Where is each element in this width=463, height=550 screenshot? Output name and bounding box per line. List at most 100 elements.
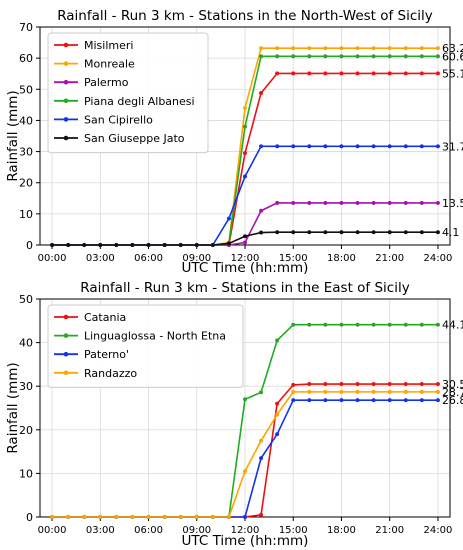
legend-swatch-marker: [63, 98, 69, 104]
x-tick-label: 09:00: [182, 525, 211, 536]
data-point: [323, 144, 328, 149]
data-point: [275, 71, 280, 76]
legend-entry: Randazzo: [84, 367, 137, 380]
end-value-label: 4.1: [442, 226, 460, 239]
end-value-label: 28.7: [442, 386, 463, 399]
data-point: [371, 322, 376, 327]
data-point: [98, 242, 103, 248]
data-point: [371, 398, 376, 403]
y-tick-label: 40: [19, 337, 33, 350]
data-point: [82, 242, 87, 248]
data-point: [259, 230, 264, 235]
data-point: [307, 144, 312, 149]
data-point: [323, 54, 328, 59]
data-point: [323, 389, 328, 394]
end-value-label: 60.6: [442, 50, 463, 63]
data-point: [162, 242, 167, 248]
y-tick-label: 40: [19, 114, 33, 127]
data-point: [419, 322, 424, 327]
y-tick-label: 50: [19, 83, 33, 96]
legend-entry: Palermo: [84, 76, 129, 89]
data-point: [66, 242, 71, 248]
x-tick-label: 06:00: [134, 525, 163, 536]
data-point: [259, 512, 264, 517]
x-tick-label: 15:00: [279, 525, 308, 536]
data-point: [339, 200, 344, 206]
x-tick-label: 15:00: [279, 253, 308, 264]
series-randazzo: 28.7: [50, 386, 463, 520]
data-point: [146, 514, 151, 520]
y-tick-label: 50: [19, 293, 33, 306]
x-tick-label: 24:00: [424, 253, 453, 264]
data-point: [371, 381, 376, 387]
y-tick-label: 0: [26, 511, 33, 524]
legend-entry: Misilmeri: [84, 39, 133, 52]
data-point: [371, 46, 376, 51]
data-point: [275, 230, 280, 235]
data-point: [259, 46, 264, 51]
data-point: [259, 456, 264, 461]
data-point: [242, 151, 248, 156]
chart-title: Rainfall - Run 3 km - Stations in the No…: [57, 8, 433, 24]
legend-entry: San Giuseppe Jato: [84, 132, 185, 145]
data-point: [242, 174, 248, 179]
data-point: [307, 381, 312, 387]
data-point: [371, 144, 376, 149]
data-point: [387, 71, 392, 76]
x-tick-label: 03:00: [86, 525, 115, 536]
legend-swatch-marker: [63, 79, 69, 85]
end-value-label: 26.8: [442, 394, 463, 407]
data-point: [403, 389, 408, 394]
data-point: [419, 46, 424, 51]
data-point: [242, 105, 248, 111]
legend-swatch-marker: [63, 61, 69, 66]
data-point: [403, 381, 408, 387]
data-point: [355, 381, 360, 387]
y-tick-label: 60: [19, 52, 33, 65]
x-tick-label: 12:00: [231, 253, 260, 264]
data-point: [242, 397, 248, 402]
data-point: [419, 389, 424, 394]
data-point: [226, 514, 231, 520]
data-point: [259, 90, 264, 96]
data-point: [98, 514, 103, 520]
data-point: [178, 514, 183, 520]
data-point: [419, 200, 424, 206]
data-point: [435, 71, 440, 76]
data-point: [66, 514, 71, 520]
data-point: [339, 389, 344, 394]
series-palermo: 13.5: [50, 197, 463, 248]
data-point: [371, 230, 376, 235]
end-value-label: 13.5: [442, 197, 463, 210]
y-tick-label: 70: [19, 21, 33, 34]
data-point: [339, 322, 344, 327]
chart-panel-1: 0 10 20 30 40 50 60 70 00:00 03:00 06:00 09:00 12:00…: [5, 8, 463, 276]
legend-swatch-marker: [63, 135, 69, 141]
data-point: [387, 389, 392, 394]
data-point: [403, 322, 408, 327]
data-point: [291, 230, 296, 235]
chart-panel-2: 0 10 20 30 40 50 00:00 03:00 06:00 09:00 12:00 15:0…: [5, 280, 463, 549]
data-point: [307, 322, 312, 327]
data-point: [435, 398, 440, 403]
data-point: [291, 144, 296, 149]
data-point: [259, 208, 264, 213]
data-point: [194, 242, 199, 248]
legend-swatch-marker: [63, 351, 69, 357]
data-point: [242, 240, 248, 245]
data-point: [226, 241, 231, 246]
legend-entry: Monreale: [84, 58, 135, 71]
data-point: [242, 469, 248, 474]
data-point: [435, 381, 440, 387]
legend-entry: Linguaglossa - North Etna: [84, 330, 226, 343]
data-point: [275, 46, 280, 51]
data-point: [387, 381, 392, 387]
legend-box: [47, 32, 209, 154]
data-point: [371, 200, 376, 206]
data-point: [339, 54, 344, 59]
data-point: [242, 234, 248, 239]
legend-swatch-marker: [63, 370, 69, 376]
data-point: [435, 46, 440, 51]
y-tick-label: 30: [19, 146, 33, 159]
